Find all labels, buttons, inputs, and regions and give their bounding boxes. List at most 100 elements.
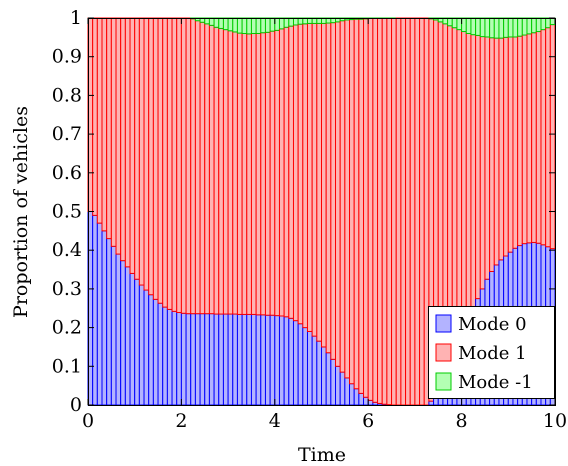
bar-series-1-64 <box>386 17 393 406</box>
bar-series-1-83 <box>475 34 481 300</box>
bar-series-0-57 <box>353 388 360 406</box>
bar-series-1-32 <box>236 32 243 315</box>
bar-series-2-34 <box>246 17 252 35</box>
bar-series-0-19 <box>176 312 182 406</box>
bar-series-2-77 <box>447 17 453 27</box>
bar-series-0-24 <box>199 313 206 406</box>
x-tick-label-0: 0 <box>82 410 94 432</box>
bar-series-1-25 <box>204 23 210 315</box>
bar-series-0-2 <box>96 222 103 406</box>
bar-series-0-38 <box>264 314 271 406</box>
bar-series-0-73 <box>428 400 435 406</box>
bar-series-1-35 <box>250 32 257 315</box>
y-tick-label-10: 1 <box>70 7 82 29</box>
bar-series-0-13 <box>148 294 154 406</box>
bar-series-0-23 <box>194 313 201 406</box>
y-tick-label-6: 0.6 <box>52 162 82 184</box>
legend-swatch-mode-0 <box>435 314 452 333</box>
bar-series-1-66 <box>395 17 402 406</box>
bar-series-2-44 <box>292 17 299 26</box>
y-tick-label-2: 0.2 <box>52 317 82 339</box>
bar-series-2-39 <box>269 17 276 32</box>
bar-series-1-15 <box>157 17 164 304</box>
bar-series-1-89 <box>503 36 509 257</box>
bar-series-1-14 <box>152 17 159 300</box>
bar-series-1-24 <box>199 21 206 315</box>
bar-series-1-49 <box>316 22 322 342</box>
bar-series-0-12 <box>143 289 150 406</box>
bar-series-0-21 <box>185 313 192 406</box>
bar-series-1-86 <box>489 37 495 272</box>
y-tick-label-4: 0.4 <box>52 239 82 261</box>
bar-series-1-1 <box>92 17 98 216</box>
bar-series-1-16 <box>162 17 168 308</box>
bar-series-2-35 <box>250 17 257 34</box>
bar-series-1-40 <box>274 29 280 317</box>
bar-series-1-55 <box>344 19 351 379</box>
bar-series-1-99 <box>549 24 556 250</box>
x-tick-label-3: 6 <box>362 410 374 432</box>
bar-series-1-93 <box>521 34 528 245</box>
bar-series-1-59 <box>363 18 369 398</box>
bar-series-1-50 <box>321 22 327 348</box>
bar-series-1-6 <box>115 17 122 255</box>
bar-series-2-36 <box>255 17 262 34</box>
bar-series-1-20 <box>180 17 187 314</box>
bar-series-0-47 <box>306 330 313 406</box>
bar-series-0-50 <box>321 346 327 406</box>
bar-series-1-61 <box>372 17 379 403</box>
bar-series-2-88 <box>498 17 505 39</box>
bar-series-2-92 <box>517 17 523 37</box>
y-tick-label-0: 0 <box>70 394 82 416</box>
bar-series-0-15 <box>157 302 164 406</box>
bar-series-1-81 <box>465 32 472 323</box>
bar-series-1-19 <box>176 17 182 314</box>
legend-label-mode-1: Mode 1 <box>458 343 527 364</box>
bar-series-2-89 <box>503 17 509 38</box>
bar-series-2-84 <box>479 17 486 38</box>
bar-series-0-59 <box>363 396 369 406</box>
legend: Mode 0 Mode 1 Mode -1 <box>428 306 555 399</box>
bar-series-1-87 <box>493 37 500 266</box>
bar-series-1-11 <box>138 17 145 286</box>
bar-series-0-34 <box>246 313 252 406</box>
bar-series-0-48 <box>311 335 318 406</box>
legend-swatch-mode-1 <box>435 343 452 362</box>
bar-series-0-14 <box>152 298 159 406</box>
bar-series-0-56 <box>349 383 355 406</box>
bar-series-1-33 <box>241 32 248 315</box>
bar-series-0-29 <box>222 313 229 406</box>
bar-series-0-54 <box>339 371 346 406</box>
bar-series-0-36 <box>255 314 262 406</box>
bar-series-2-86 <box>489 17 495 39</box>
bar-series-2-28 <box>218 17 224 29</box>
bar-series-0-3 <box>101 230 108 406</box>
bar-series-0-49 <box>316 340 322 406</box>
bar-series-0-30 <box>227 313 234 406</box>
bar-series-2-93 <box>521 17 528 36</box>
bar-series-2-30 <box>227 17 234 32</box>
bar-series-1-68 <box>405 17 411 406</box>
bar-series-1-42 <box>283 26 290 318</box>
bar-series-1-84 <box>479 36 486 290</box>
bar-series-2-79 <box>456 17 463 31</box>
bar-series-1-13 <box>148 17 154 296</box>
bar-series-1-91 <box>512 36 519 249</box>
bar-series-0-32 <box>236 313 243 406</box>
bar-series-2-26 <box>208 17 215 26</box>
bar-series-2-82 <box>470 17 477 36</box>
bar-series-1-97 <box>540 29 547 246</box>
bar-series-1-26 <box>208 24 215 315</box>
legend-label-mode-0: Mode 0 <box>458 314 527 335</box>
y-tick-label-1: 0.1 <box>52 355 82 377</box>
bar-series-2-27 <box>213 17 220 28</box>
bar-series-2-41 <box>278 17 285 30</box>
bar-series-1-48 <box>311 22 318 337</box>
bar-series-0-33 <box>241 313 248 406</box>
bar-series-2-42 <box>283 17 290 28</box>
bar-series-0-53 <box>335 365 341 406</box>
bar-series-0-28 <box>218 313 224 406</box>
bar-series-2-37 <box>260 17 266 34</box>
x-tick-label-2: 4 <box>269 410 281 432</box>
